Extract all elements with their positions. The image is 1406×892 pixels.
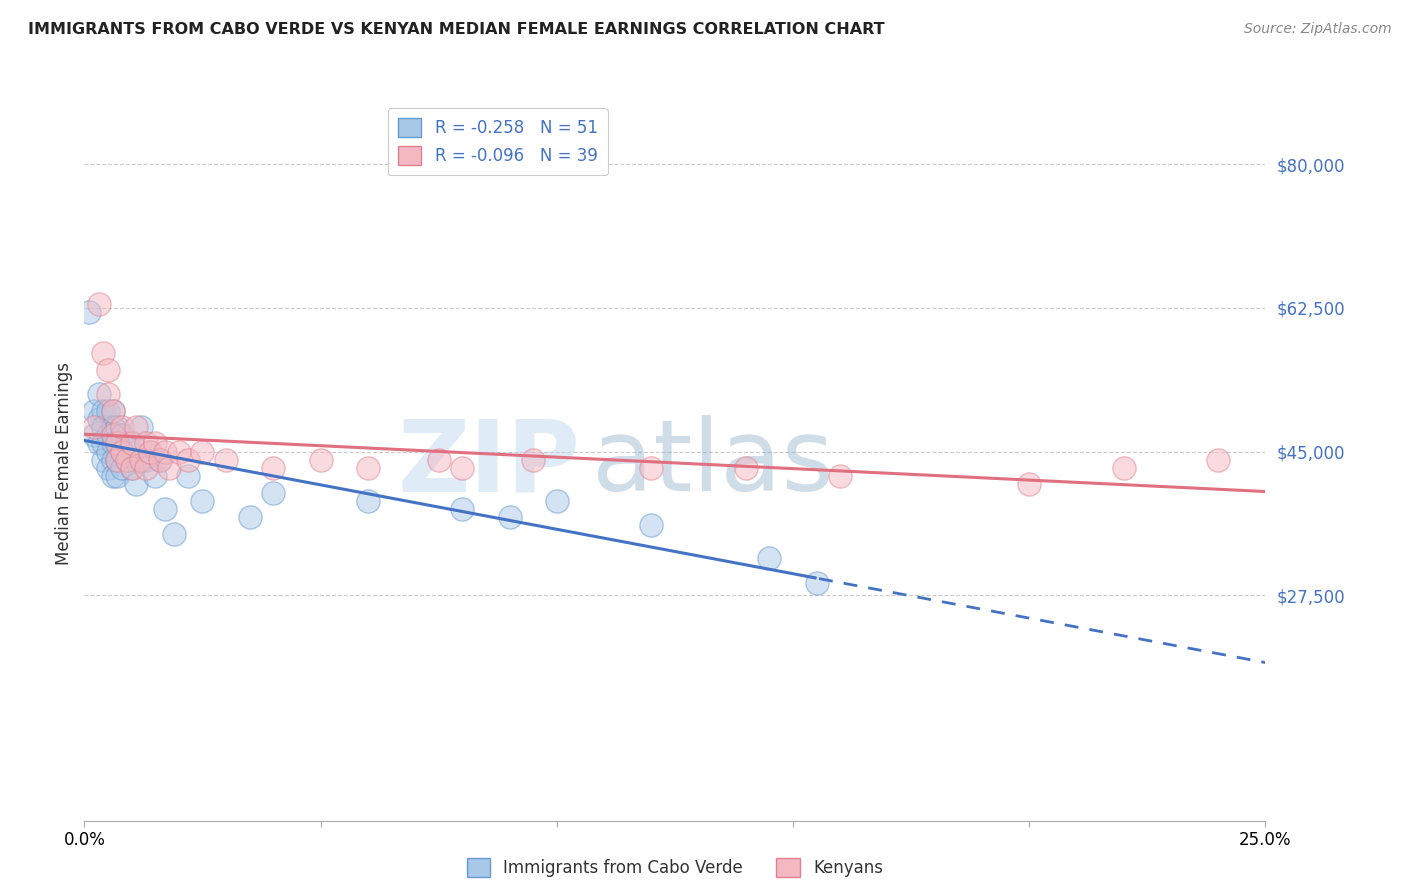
Point (101, 403, 124, 417)
Point (357, 461, 380, 475)
Text: atlas: atlas (592, 416, 834, 512)
Point (427, 452, 450, 467)
Point (451, 502, 474, 516)
Point (83, 403, 105, 417)
Point (111, 461, 134, 475)
Point (357, 493, 380, 508)
Point (87, 387, 110, 401)
Point (107, 420, 129, 434)
Point (640, 461, 662, 475)
Point (129, 452, 152, 467)
Point (107, 469, 129, 483)
Point (101, 420, 124, 434)
Point (153, 502, 176, 516)
Y-axis label: Median Female Earnings: Median Female Earnings (55, 362, 73, 566)
Point (115, 452, 138, 467)
Point (640, 518, 662, 533)
Point (149, 452, 172, 467)
Point (91, 346, 114, 360)
Point (107, 452, 129, 467)
Point (101, 469, 124, 483)
Point (115, 436, 138, 450)
Point (97, 444, 120, 458)
Point (1112, 461, 1135, 475)
Point (830, 469, 852, 483)
Point (97, 461, 120, 475)
Point (177, 452, 200, 467)
Point (157, 461, 180, 475)
Point (758, 551, 780, 566)
Point (101, 452, 124, 467)
Point (87, 411, 110, 425)
Point (97, 403, 120, 417)
Point (139, 444, 162, 458)
Text: IMMIGRANTS FROM CABO VERDE VS KENYAN MEDIAN FEMALE EARNINGS CORRELATION CHART: IMMIGRANTS FROM CABO VERDE VS KENYAN MED… (28, 22, 884, 37)
Point (115, 452, 138, 467)
Point (149, 452, 172, 467)
Point (498, 510, 520, 524)
Point (135, 452, 157, 467)
Point (806, 575, 828, 590)
Point (129, 452, 152, 467)
Point (129, 420, 152, 434)
Point (101, 428, 124, 442)
Point (121, 436, 143, 450)
Text: Source: ZipAtlas.com: Source: ZipAtlas.com (1244, 22, 1392, 37)
Point (125, 452, 148, 467)
Point (139, 444, 162, 458)
Point (111, 444, 134, 458)
Point (97, 428, 120, 442)
Point (262, 485, 284, 500)
Point (135, 461, 157, 475)
Point (191, 444, 214, 458)
Point (111, 444, 134, 458)
Point (121, 461, 143, 475)
Point (143, 469, 166, 483)
Point (101, 403, 124, 417)
Text: ZIP: ZIP (398, 416, 581, 512)
Point (1206, 452, 1229, 467)
Point (87, 436, 110, 450)
Point (177, 469, 200, 483)
Point (215, 452, 238, 467)
Point (121, 461, 143, 475)
Point (546, 493, 568, 508)
Point (239, 510, 262, 524)
Legend: Immigrants from Cabo Verde, Kenyans: Immigrants from Cabo Verde, Kenyans (460, 851, 890, 884)
Point (451, 461, 474, 475)
Point (107, 452, 129, 467)
Point (1018, 477, 1040, 491)
Point (167, 444, 190, 458)
Point (101, 436, 124, 450)
Point (107, 436, 129, 450)
Point (734, 461, 756, 475)
Point (83, 428, 105, 442)
Point (143, 436, 166, 450)
Point (111, 428, 134, 442)
Point (77, 305, 100, 319)
Point (91, 420, 114, 434)
Point (111, 420, 134, 434)
Point (83, 420, 105, 434)
Point (107, 436, 129, 450)
Point (163, 526, 186, 541)
Point (522, 452, 544, 467)
Point (91, 452, 114, 467)
Point (97, 362, 120, 376)
Point (97, 387, 120, 401)
Point (91, 436, 114, 450)
Point (125, 420, 148, 434)
Point (262, 461, 284, 475)
Point (121, 436, 143, 450)
Point (91, 403, 114, 417)
Point (135, 436, 157, 450)
Point (125, 477, 148, 491)
Point (153, 444, 176, 458)
Point (87, 297, 110, 311)
Point (191, 493, 214, 508)
Point (309, 452, 332, 467)
